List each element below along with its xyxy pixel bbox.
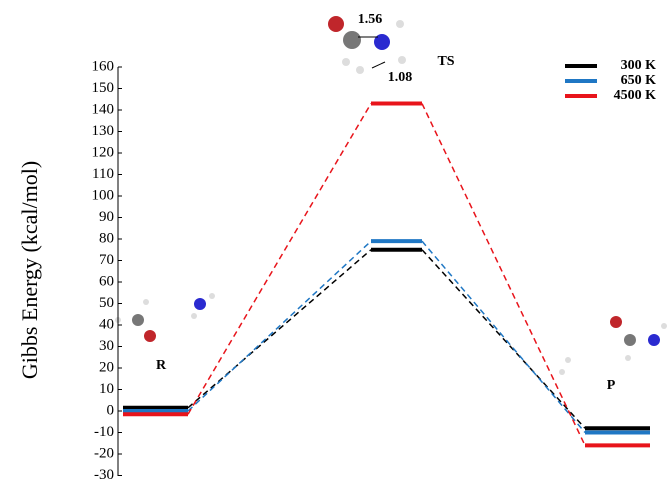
y-tick-label: 160 — [92, 58, 115, 74]
connector — [422, 250, 585, 428]
y-tick-label: 50 — [99, 295, 114, 311]
y-tick-label: 30 — [99, 338, 114, 354]
legend-label: 650 K — [621, 73, 657, 88]
y-tick-label: -30 — [94, 467, 114, 481]
connector — [188, 241, 371, 411]
legend-label: 300 K — [621, 58, 657, 73]
y-tick-label: 20 — [99, 359, 114, 375]
y-tick-label: -10 — [94, 424, 114, 440]
y-tick-label: 110 — [92, 166, 114, 182]
category-label: R — [156, 358, 167, 373]
category-label: TS — [437, 54, 454, 69]
y-tick-label: 130 — [92, 123, 115, 139]
connector — [188, 250, 371, 408]
y-tick-label: 40 — [99, 316, 114, 332]
y-tick-label: 140 — [92, 101, 115, 117]
annotation: 1.56 — [358, 12, 383, 27]
y-tick-label: 0 — [107, 402, 115, 418]
y-axis-label: Gibbs Energy (kcal/mol) — [17, 161, 42, 379]
connector — [422, 241, 585, 432]
y-tick-label: 150 — [92, 80, 115, 96]
connector — [422, 104, 585, 446]
y-tick-label: 70 — [99, 252, 114, 268]
annotation: 1.08 — [388, 70, 413, 85]
chart: Gibbs Energy (kcal/mol) 1.56 1.08 -30 -20… — [0, 0, 669, 481]
connector — [188, 104, 371, 415]
y-tick-label: 60 — [99, 273, 114, 289]
y-tick-label: 80 — [99, 230, 114, 246]
y-tick-label: -20 — [94, 445, 114, 461]
legend-label: 4500 K — [614, 88, 657, 103]
y-tick-label: 100 — [92, 187, 115, 203]
y-tick-label: 90 — [99, 209, 114, 225]
y-tick-label: 10 — [99, 381, 114, 397]
category-label: P — [607, 378, 616, 393]
y-tick-label: 120 — [92, 144, 115, 160]
